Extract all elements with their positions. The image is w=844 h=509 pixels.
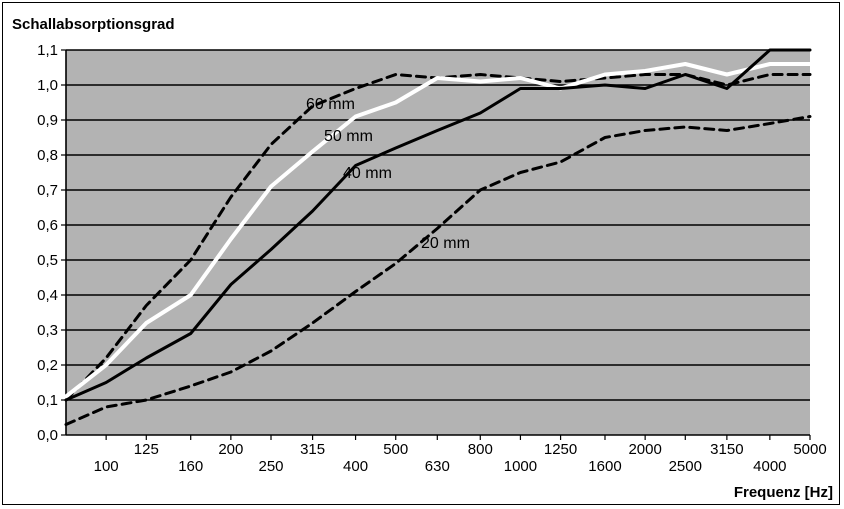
x-tick-label: 5000 xyxy=(793,441,826,458)
x-tick-label: 400 xyxy=(343,458,368,475)
x-tick-label: 2000 xyxy=(628,441,661,458)
x-tick-label: 1250 xyxy=(544,441,577,458)
series-line-20mm xyxy=(64,115,812,426)
x-tick-label: 4000 xyxy=(753,458,786,475)
x-tick-label: 250 xyxy=(258,458,283,475)
x-axis-title: Frequenz [Hz] xyxy=(734,484,833,501)
series-label-60mm: 60 mm xyxy=(306,96,355,113)
y-tick-label: 0,6 xyxy=(37,217,58,234)
y-tick-label: 0,7 xyxy=(37,182,58,199)
x-tick-label: 500 xyxy=(383,441,408,458)
plot-background xyxy=(66,50,810,435)
y-tick-label: 0,0 xyxy=(37,427,58,444)
y-tick-label: 0,3 xyxy=(37,322,58,339)
y-tick-label: 0,9 xyxy=(37,112,58,129)
series-line-40mm xyxy=(64,48,812,402)
x-tick-label: 1000 xyxy=(504,458,537,475)
x-tick-label: 630 xyxy=(425,458,450,475)
y-tick-label: 0,5 xyxy=(37,252,58,269)
x-tick-label: 1600 xyxy=(588,458,621,475)
x-tick-label: 160 xyxy=(178,458,203,475)
x-tick-label: 100 xyxy=(94,458,119,475)
series-label-40mm: 40 mm xyxy=(343,165,392,182)
y-axis-title: Schallabsorptionsgrad xyxy=(12,16,175,33)
x-tick-label: 800 xyxy=(468,441,493,458)
y-tick-label: 0,4 xyxy=(37,287,58,304)
series-label-50mm: 50 mm xyxy=(324,128,373,145)
y-tick-label: 1,1 xyxy=(37,42,58,59)
series-label-20mm: 20 mm xyxy=(421,235,470,252)
y-tick-label: 0,1 xyxy=(37,392,58,409)
y-tick-label: 1,0 xyxy=(37,77,58,94)
x-tick-label: 3150 xyxy=(710,441,743,458)
x-tick-label: 200 xyxy=(218,441,243,458)
x-tick-label: 315 xyxy=(300,441,325,458)
y-tick-label: 0,8 xyxy=(37,147,58,164)
x-tick-label: 125 xyxy=(134,441,159,458)
x-tick-label: 2500 xyxy=(669,458,702,475)
y-tick-label: 0,2 xyxy=(37,357,58,374)
series-line-50mm xyxy=(64,62,812,399)
